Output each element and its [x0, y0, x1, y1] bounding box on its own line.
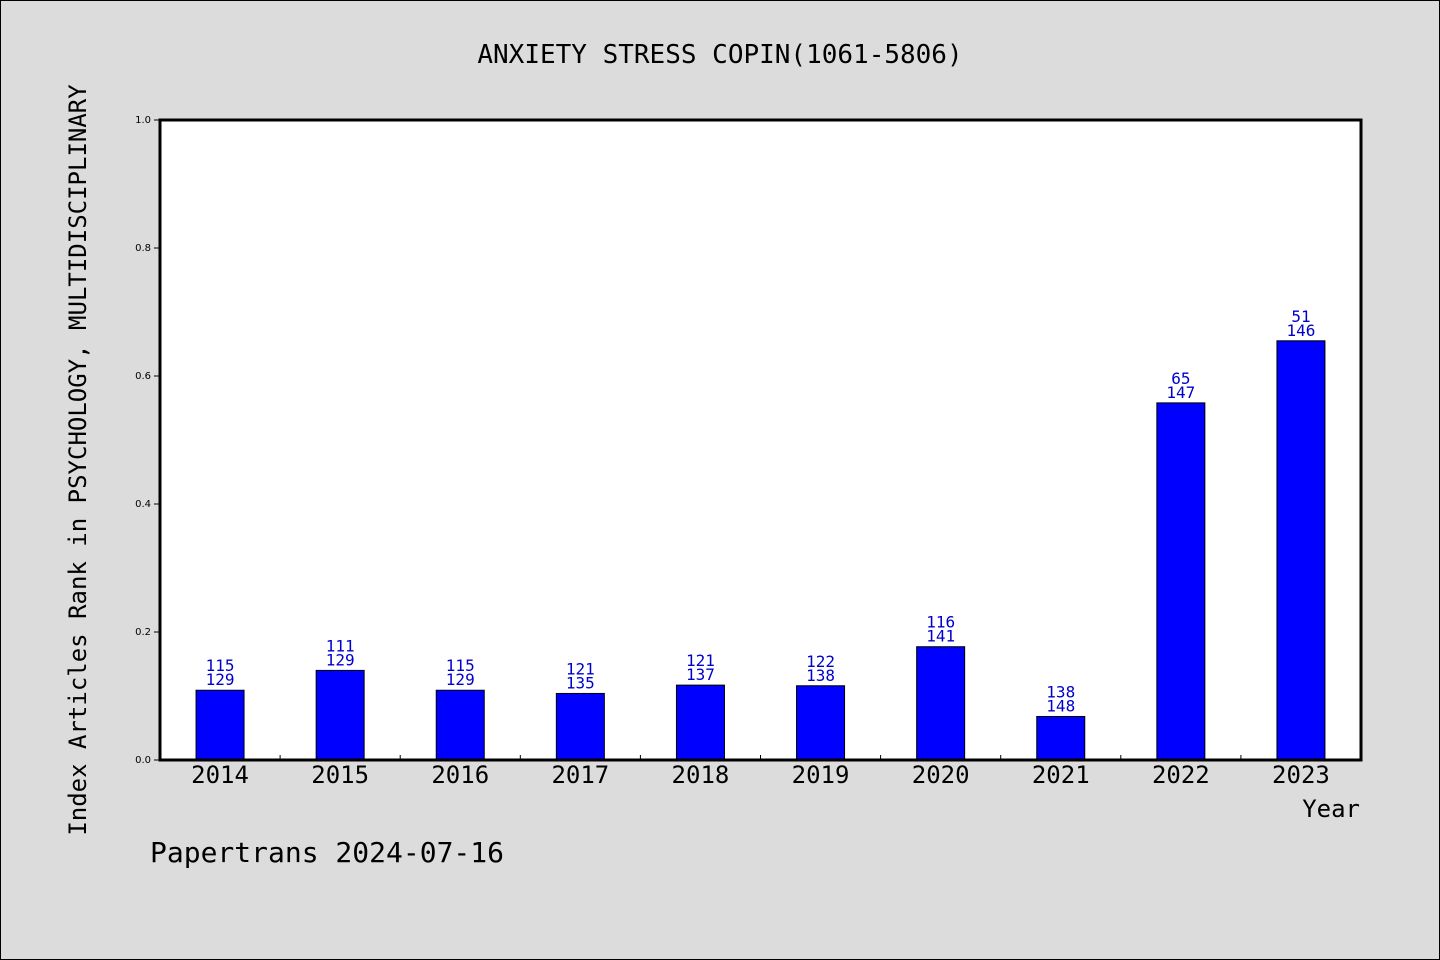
- x-tick-label: 2018: [672, 761, 730, 789]
- bar-2019: [796, 685, 846, 761]
- bar-rank-label: 65: [1171, 369, 1190, 388]
- y-tick-label: 0.4: [135, 499, 151, 510]
- x-tick-label: 2023: [1272, 761, 1330, 789]
- bar-2017: [555, 692, 605, 761]
- bar-rank-label: 51: [1291, 307, 1310, 326]
- y-tick-label: 0.8: [135, 243, 151, 254]
- y-tick-label: 0.6: [135, 371, 151, 382]
- x-tick-label: 2019: [792, 761, 850, 789]
- bar-total-label: 135: [566, 673, 595, 692]
- bar-rank-label: 121: [566, 659, 595, 678]
- bar-total-label: 129: [326, 650, 355, 669]
- chart-title: ANXIETY STRESS COPIN(1061-5806): [477, 40, 962, 70]
- bar-total-label: 137: [686, 665, 715, 684]
- bar-2020: [916, 646, 966, 761]
- bar-2016: [435, 689, 485, 761]
- bar-2023: [1276, 340, 1326, 761]
- bar-rank-label: 115: [446, 656, 475, 675]
- bar-2018: [675, 684, 725, 761]
- x-tick-label: 2017: [551, 761, 609, 789]
- y-axis-ticks: 0.0 0.2 0.4 0.6 0.8 1.0: [135, 115, 160, 766]
- footer-credit: Papertrans 2024-07-16: [150, 836, 504, 869]
- bar-rank-label: 111: [326, 636, 355, 655]
- bar-total-label: 129: [206, 670, 235, 689]
- bar-2021: [1036, 715, 1086, 761]
- bar-total-label: 148: [1046, 696, 1075, 715]
- x-tick-label: 2014: [191, 761, 249, 789]
- bar-rank-label: 121: [686, 651, 715, 670]
- bar-rank-label: 116: [926, 613, 955, 632]
- y-tick-label: 1.0: [135, 115, 151, 126]
- bar-total-label: 141: [926, 627, 955, 646]
- x-tick-label: 2015: [311, 761, 369, 789]
- bar-rank-label: 122: [806, 652, 835, 671]
- x-axis-label: Year: [1302, 795, 1360, 823]
- y-tick-label: 0.0: [135, 755, 151, 766]
- y-tick-label: 0.2: [135, 627, 151, 638]
- plot-border: [158, 118, 1363, 762]
- bar-2014: [195, 689, 245, 761]
- bar-total-label: 146: [1286, 321, 1315, 340]
- bar-total-label: 147: [1166, 383, 1195, 402]
- y-axis-label: Index Articles Rank in PSYCHOLOGY, MULTI…: [64, 84, 92, 836]
- bar-total-label: 129: [446, 670, 475, 689]
- bar-2015: [315, 669, 365, 761]
- x-tick-label: 2020: [912, 761, 970, 789]
- x-tick-label: 2021: [1032, 761, 1090, 789]
- x-tick-label: 2016: [431, 761, 489, 789]
- x-tick-label: 2022: [1152, 761, 1210, 789]
- bar-rank-label: 115: [206, 656, 235, 675]
- bar-total-label: 138: [806, 666, 835, 685]
- x-axis-ticks: 2014 2015 2016 2017 2018 2019 2020 2021 2022 2023: [191, 755, 1330, 789]
- bar-2022: [1156, 402, 1206, 761]
- bar-rank-label: 138: [1046, 682, 1075, 701]
